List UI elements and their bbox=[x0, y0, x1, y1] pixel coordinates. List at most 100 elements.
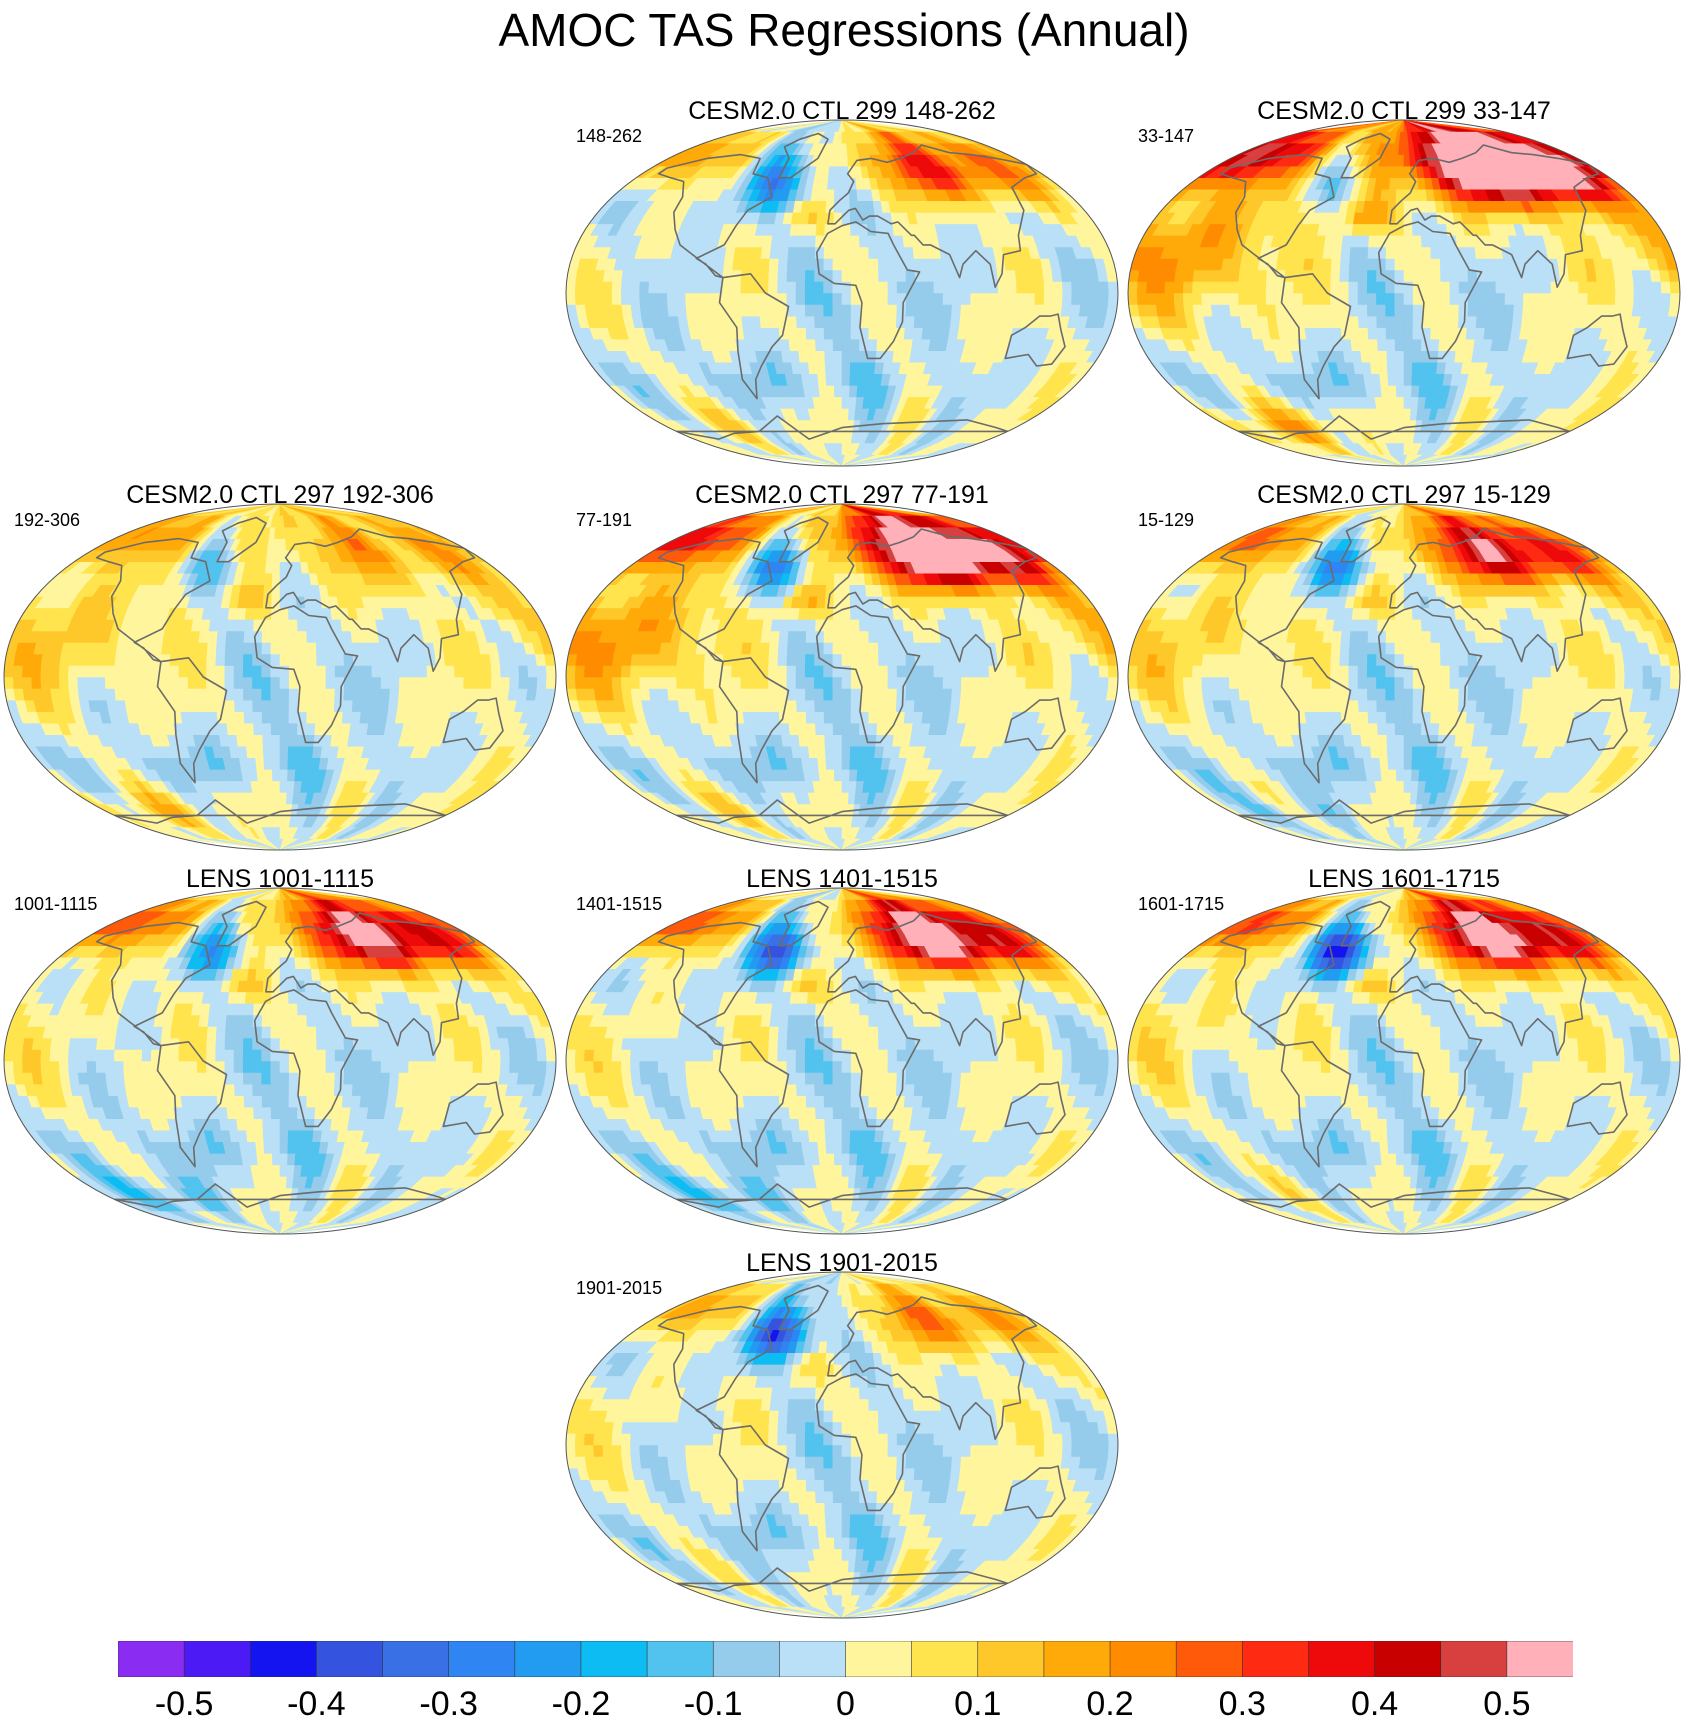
field-cell bbox=[1412, 315, 1423, 328]
field-cell bbox=[787, 246, 799, 259]
field-cell bbox=[823, 292, 834, 305]
field-cell bbox=[759, 304, 770, 317]
field-cell bbox=[816, 361, 827, 374]
field-cell bbox=[1381, 177, 1391, 190]
field-cell bbox=[215, 688, 226, 701]
field-cell bbox=[68, 653, 80, 666]
field-cell bbox=[4, 676, 15, 689]
field-cell bbox=[768, 281, 779, 294]
field-cell bbox=[1396, 396, 1405, 409]
field-cell bbox=[841, 338, 852, 351]
regression-map bbox=[3, 503, 557, 851]
field-cell bbox=[123, 653, 135, 666]
field-cell bbox=[1303, 258, 1315, 271]
field-cell bbox=[225, 630, 237, 643]
field-cell bbox=[305, 722, 316, 735]
field-cell bbox=[471, 688, 483, 701]
greenland-outline bbox=[1340, 132, 1391, 179]
field-cell bbox=[841, 292, 852, 305]
field-cell bbox=[243, 630, 254, 643]
field-cell bbox=[868, 246, 879, 259]
field-cell bbox=[1520, 315, 1532, 328]
field-cell bbox=[1080, 281, 1091, 294]
field-cell bbox=[1522, 292, 1534, 305]
field-cell bbox=[279, 791, 288, 805]
field-cell bbox=[1371, 373, 1382, 386]
field-cell bbox=[1403, 373, 1413, 386]
field-cell bbox=[170, 642, 182, 655]
field-cell bbox=[602, 281, 613, 294]
field-cell bbox=[244, 619, 255, 632]
field-cell bbox=[207, 711, 219, 724]
field-cell bbox=[806, 223, 818, 236]
field-cell bbox=[1016, 292, 1027, 305]
field-cell bbox=[206, 653, 217, 666]
field-cell bbox=[1339, 304, 1350, 317]
field-cell bbox=[1128, 292, 1139, 305]
field-cell bbox=[1431, 281, 1442, 294]
field-cell bbox=[1220, 304, 1232, 317]
field-cell bbox=[1266, 315, 1279, 328]
field-cell bbox=[789, 223, 801, 236]
field-cell bbox=[903, 246, 915, 259]
field-cell bbox=[288, 711, 299, 724]
field-cell bbox=[389, 665, 400, 678]
field-cell bbox=[1174, 304, 1186, 317]
field-cell bbox=[132, 676, 143, 689]
field-cell bbox=[1276, 258, 1288, 271]
field-cell bbox=[1486, 281, 1497, 294]
field-cell bbox=[866, 212, 877, 225]
field-cell bbox=[270, 642, 281, 655]
field-cell bbox=[452, 688, 464, 701]
field-cell bbox=[68, 688, 80, 701]
field-cell bbox=[252, 665, 262, 678]
field-cell bbox=[648, 269, 660, 282]
field-cell bbox=[922, 315, 934, 328]
field-cell bbox=[732, 258, 744, 271]
field-cell bbox=[857, 200, 867, 213]
field-cell bbox=[1458, 269, 1469, 282]
field-cell bbox=[1042, 304, 1054, 317]
field-cell bbox=[217, 619, 229, 632]
field-cell bbox=[796, 327, 807, 340]
field-cell bbox=[95, 665, 106, 678]
field-cell bbox=[832, 292, 843, 305]
field-cell bbox=[795, 292, 806, 305]
field-cell bbox=[426, 676, 437, 689]
field-cell bbox=[1247, 304, 1259, 317]
field-cell bbox=[832, 304, 843, 317]
field-cell bbox=[1403, 327, 1414, 340]
field-cell bbox=[234, 711, 245, 724]
field-cell bbox=[1395, 373, 1405, 386]
field-cell bbox=[806, 350, 818, 363]
field-cell bbox=[1385, 292, 1396, 305]
field-cell bbox=[1486, 292, 1497, 305]
field-cell bbox=[378, 699, 390, 712]
field-cell bbox=[1321, 304, 1332, 317]
field-cell bbox=[255, 584, 265, 597]
field-cell bbox=[1522, 304, 1533, 317]
field-cell bbox=[1183, 269, 1195, 282]
field-cell bbox=[371, 665, 382, 678]
field-cell bbox=[759, 269, 770, 282]
field-cell bbox=[288, 642, 299, 655]
field-cell bbox=[387, 699, 399, 712]
field-cell bbox=[1349, 327, 1361, 340]
field-cell bbox=[1348, 269, 1359, 282]
field-cell bbox=[132, 653, 144, 666]
field-cell bbox=[923, 304, 935, 317]
field-cell bbox=[270, 619, 281, 632]
field-cell bbox=[1651, 292, 1662, 305]
field-cell bbox=[270, 630, 281, 643]
field-cell bbox=[648, 304, 660, 317]
field-cell bbox=[1403, 338, 1414, 351]
field-cell bbox=[1014, 304, 1026, 317]
field-cell bbox=[1465, 246, 1477, 259]
field-cell bbox=[1520, 258, 1532, 271]
field-cell bbox=[1293, 292, 1304, 305]
field-cell bbox=[780, 223, 792, 236]
field-cell bbox=[236, 734, 247, 747]
field-cell bbox=[1359, 338, 1370, 351]
field-cell bbox=[279, 722, 290, 735]
field-cell bbox=[398, 653, 409, 666]
